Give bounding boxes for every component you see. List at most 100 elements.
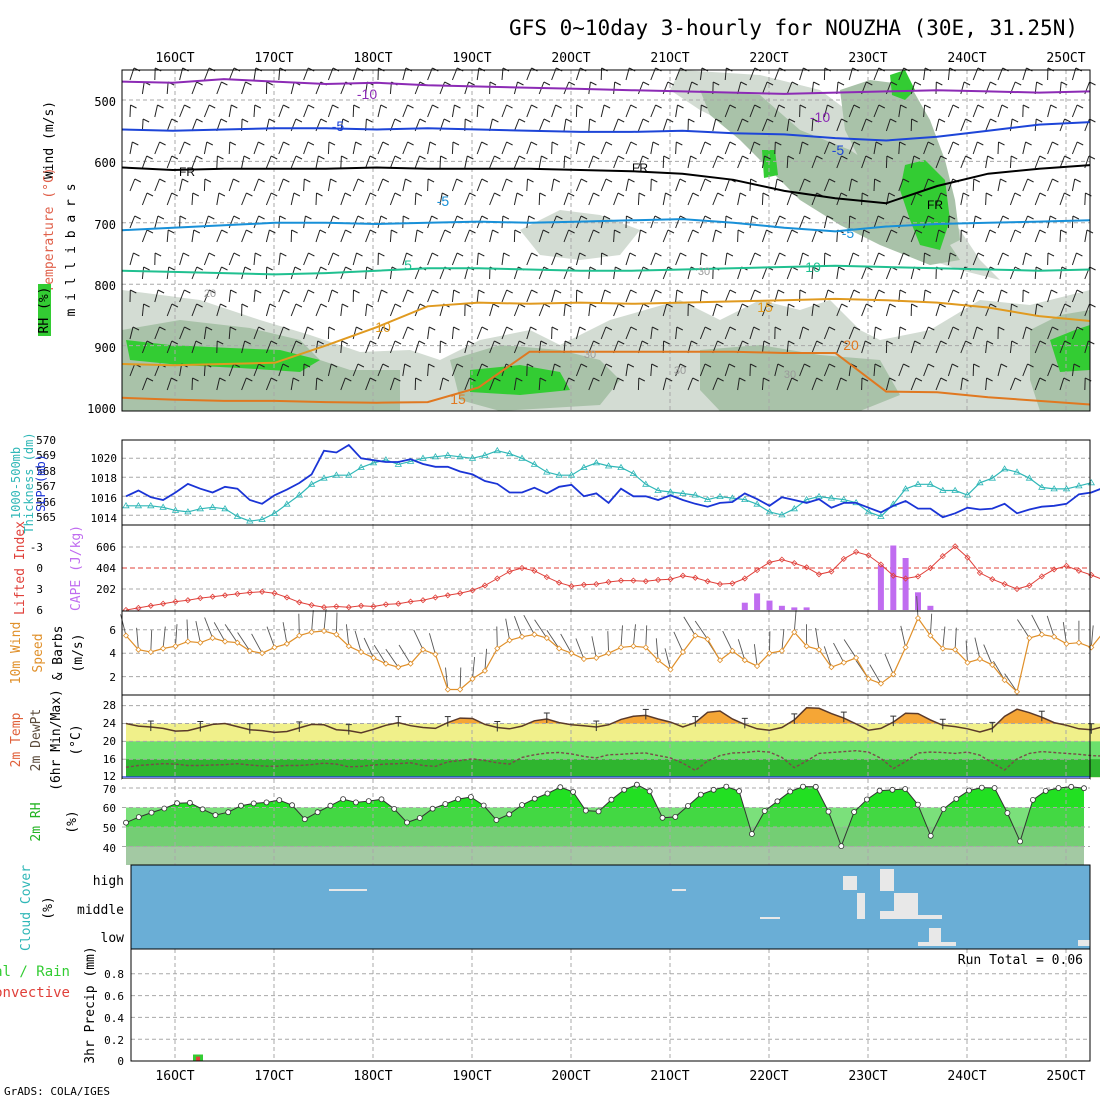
thickness-point — [790, 505, 799, 512]
wind-barb — [749, 141, 755, 155]
wind-barb-flag — [243, 155, 251, 160]
wind-barb-flag — [1076, 326, 1084, 331]
wind-barb-flag — [828, 178, 836, 183]
wind-barb-flag — [990, 303, 997, 308]
wind-barb — [315, 192, 317, 206]
rh-tick: 60 — [103, 802, 116, 815]
wind-speed-point — [543, 634, 550, 642]
wind-barb-flag — [1001, 104, 1009, 109]
wind-barb-flag — [604, 289, 611, 294]
wind-barb-flag — [827, 289, 835, 294]
wind-barb — [786, 266, 793, 280]
wind-barb — [774, 141, 776, 155]
wind-barb-flag — [320, 118, 328, 123]
rh-2m-point — [480, 802, 487, 809]
isotherm-label: 10 — [375, 319, 391, 335]
wind-barb-flag — [540, 340, 548, 345]
wind-barb-flag — [442, 377, 450, 382]
cloud-block — [329, 889, 367, 891]
wind-barb — [551, 104, 557, 118]
thickness-point — [369, 459, 378, 466]
wind-barb — [203, 252, 210, 266]
wind-barb-flag — [889, 377, 896, 382]
wind-barb — [613, 377, 619, 391]
wind-barb-flag — [652, 141, 660, 146]
wind-barb-flag — [143, 303, 150, 308]
wind-barb-flag — [369, 377, 377, 382]
wind-barb-flag — [402, 215, 410, 220]
cape-li-panel: -3 0 3 6 202 404 606 Lifted Index CAPE (… — [13, 521, 1100, 617]
wind-barb — [625, 141, 632, 155]
wind-speed-point — [395, 664, 402, 671]
wind-barb — [179, 252, 184, 266]
wind-barb-flag — [1076, 104, 1084, 109]
wind-barb-flag — [816, 377, 823, 382]
wind-barb — [985, 229, 991, 243]
wind-barb — [327, 252, 334, 266]
wind-barb-flag — [280, 252, 287, 257]
wind-barb-flag — [353, 289, 360, 294]
wind-barb — [947, 141, 954, 155]
wind-barb — [588, 303, 591, 317]
wind-barb — [327, 104, 333, 118]
wind-barb-flag — [551, 141, 559, 146]
wind-barb-flag — [154, 252, 162, 257]
wind-barb-flag — [642, 118, 650, 123]
wind-barb-flag — [725, 215, 733, 220]
lifted-index-point — [160, 600, 167, 607]
thickness-point — [1075, 482, 1083, 489]
wind-barb-flag — [874, 178, 881, 183]
wind-barb — [216, 155, 218, 169]
wind-barb — [203, 178, 206, 192]
wind-speed-point — [518, 633, 526, 640]
wind-barb — [340, 340, 343, 354]
wind-speed-point — [234, 639, 241, 646]
wind-10m-barb — [298, 613, 300, 636]
wind-barb — [253, 104, 256, 118]
isotherm-label: -5 — [832, 142, 845, 158]
wind-barb — [985, 155, 989, 169]
wind-barb — [1022, 178, 1029, 192]
wind-barb-flag — [381, 289, 388, 294]
wind-10m-barb — [484, 648, 488, 671]
wind-barb — [699, 289, 703, 303]
rh-2m-point — [1017, 838, 1023, 845]
wind-speed-point — [209, 634, 216, 642]
wind-barb — [340, 229, 346, 243]
cape-bar — [754, 593, 761, 610]
lifted-index-axis-label: Lifted Index — [13, 521, 28, 615]
wind-barb — [761, 229, 767, 243]
bottom-time-label: 21OCT — [650, 1069, 689, 1084]
wind-speed-point — [1013, 688, 1021, 695]
wind-barb-flag — [516, 377, 523, 382]
lifted-index-point — [877, 561, 884, 568]
wind-barb-flag — [518, 118, 526, 123]
slp-plot-area — [122, 440, 1090, 525]
wind-barb-flag — [915, 229, 923, 234]
wind-barb-flag — [1052, 363, 1059, 368]
wind-barb-flag — [370, 340, 377, 345]
wind-speed-point — [1051, 633, 1058, 640]
wind-barb-flag — [378, 252, 385, 257]
wind-barb-flag — [629, 252, 637, 257]
wind-barb-flag — [506, 289, 513, 294]
wind-barb — [935, 340, 942, 354]
wind-barb — [972, 141, 978, 155]
wind-barb-flag — [804, 178, 811, 183]
wind-barb — [179, 178, 183, 192]
isotherm-label: -5 — [332, 118, 345, 134]
wind-barb — [203, 326, 207, 340]
wind-speed-point — [246, 647, 253, 654]
wind-barb-flag — [888, 192, 896, 197]
wind-barb — [848, 363, 852, 377]
wind-barb-flag — [642, 155, 649, 160]
wind-barb-flag — [692, 192, 700, 197]
wind-barb — [972, 289, 979, 303]
wind-barb-flag — [828, 363, 836, 368]
wind-barb-flag — [469, 192, 476, 197]
wind-barb-flag — [914, 340, 921, 345]
wind-10m-barb — [664, 648, 671, 670]
wind-barb — [724, 289, 731, 303]
slp-tick: 1016 — [91, 492, 118, 505]
wind-speed-point — [419, 646, 427, 653]
